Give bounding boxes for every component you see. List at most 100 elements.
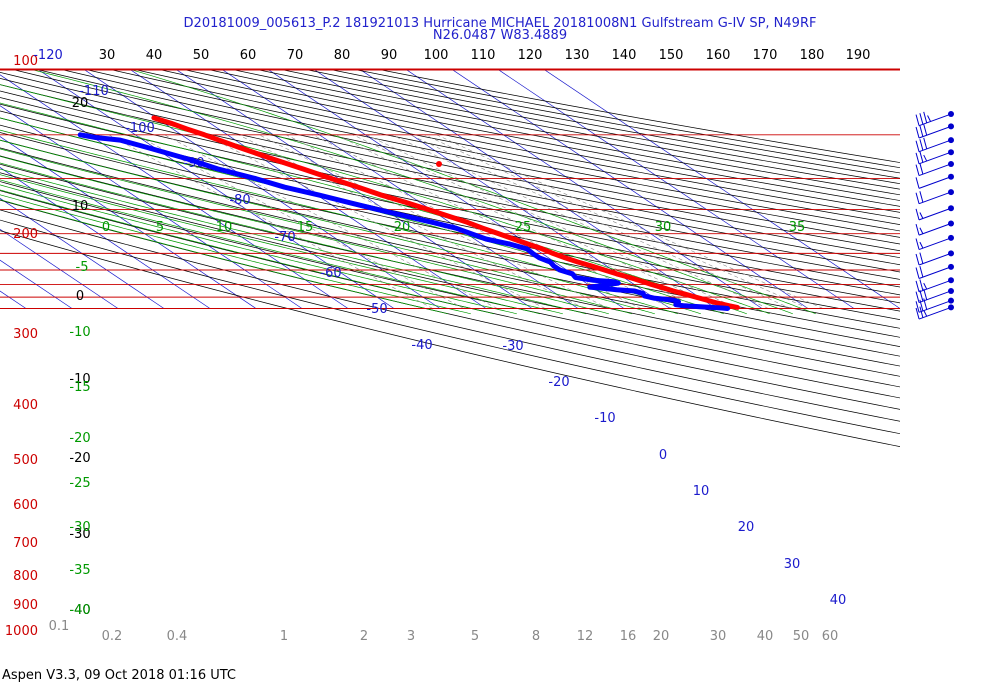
top-scale-label: 180 (800, 48, 825, 63)
isotherm-line (542, 69, 900, 309)
wind-barb (915, 173, 954, 189)
dry-adiabat-line (303, 69, 900, 179)
wind-barb-flag (919, 252, 924, 264)
wind-barb-staff (918, 125, 952, 139)
moist-adiabat-line (0, 117, 724, 315)
moist-adiabat-label: -10 (69, 325, 90, 340)
wind-barb-staff (918, 191, 952, 205)
footer-version: Aspen V3.3, 09 Oct 2018 01:16 UTC (2, 668, 236, 683)
dry-adiabat-label: -10 (69, 372, 90, 387)
mixing-ratio-label: 1 (280, 629, 288, 644)
dry-adiabat-line (59, 69, 900, 238)
moist-adiabat-label: -25 (69, 476, 90, 491)
isotherm-label: -110 (79, 84, 109, 99)
isotherm-line (0, 197, 165, 309)
wind-barb-staff (918, 139, 952, 153)
wind-barb-staff (918, 151, 952, 165)
moist-adiabat-line (0, 174, 563, 315)
dry-adiabat-line (0, 199, 900, 410)
mixing-ratio-label: 8 (532, 629, 540, 644)
moist-adiabat-label: 25 (515, 220, 532, 235)
grid-lines (0, 69, 900, 448)
wind-barb-flag (915, 177, 920, 189)
wind-barb (915, 250, 954, 266)
isotherm-line (0, 228, 119, 309)
wind-barb-flag (919, 125, 924, 137)
wind-barb-flag (923, 154, 928, 162)
wind-barb-staff (918, 163, 952, 177)
wind-barb (915, 263, 954, 279)
wind-barb-flag (923, 111, 928, 124)
dry-adiabat-line (327, 69, 900, 174)
wind-barb (915, 234, 954, 251)
moist-adiabat-label: 10 (216, 220, 233, 235)
wind-barb (915, 297, 954, 313)
wind-barb (915, 123, 954, 139)
moist-adiabat-line (0, 194, 471, 315)
pressure-label: 600 (13, 498, 38, 513)
moist-adiabat-line (0, 148, 655, 315)
wind-barb-flag (915, 238, 920, 250)
wind-barb-staff (918, 113, 952, 127)
isotherm-label: -50 (366, 302, 387, 317)
pressure-label: 400 (13, 398, 38, 413)
wind-barb-flag (915, 307, 920, 320)
isotherm-label: 40 (830, 593, 847, 608)
mixing-ratio-line (436, 134, 824, 309)
top-scale-label: 140 (612, 48, 637, 63)
wind-barb-flag (919, 241, 924, 249)
moist-adiabat-line (0, 155, 632, 315)
isotherm-line (0, 259, 73, 309)
dry-adiabat-line (156, 69, 900, 213)
dry-adiabat-label: 0 (76, 289, 84, 304)
wind-barb-flag (919, 139, 924, 151)
wind-barb-flag (919, 212, 924, 219)
chart-title-line1: D20181009_005613_P.2 181921013 Hurricane… (183, 16, 817, 31)
isotherm-line (0, 105, 303, 309)
pressure-label: 800 (13, 569, 38, 584)
dewpoint-profile (77, 132, 730, 311)
dry-adiabat-line (0, 172, 900, 377)
dry-adiabat-line (83, 69, 900, 232)
isotherm-line (0, 290, 27, 309)
wind-barb-flag (919, 113, 924, 125)
wind-barb-flag (915, 152, 920, 164)
temperature-top-point (436, 161, 442, 167)
wind-barb-staff (918, 252, 952, 266)
wind-barb-flag (915, 192, 920, 204)
moist-adiabat-label: 35 (789, 220, 806, 235)
moist-adiabat-line (0, 168, 586, 315)
moist-adiabat-label: 30 (655, 220, 672, 235)
wind-barb-flag (915, 267, 920, 279)
moist-adiabat-line (0, 179, 540, 315)
wind-barb-staff (918, 223, 952, 236)
wind-barb-flag (915, 208, 920, 221)
top-scale-label: 60 (240, 48, 257, 63)
wind-barb-flag (915, 291, 920, 303)
mixing-ratio-label: 40 (757, 629, 774, 644)
wind-barb-flag (923, 310, 928, 317)
dry-adiabat-line (0, 155, 900, 357)
dry-adiabat-label: -20 (69, 451, 90, 466)
mixing-ratio-label: 2 (360, 629, 368, 644)
wind-barb (915, 137, 954, 153)
wind-barbs (915, 111, 954, 320)
isotherm-line (0, 136, 257, 309)
moist-adiabat-line (0, 162, 609, 315)
pressure-label: 200 (13, 227, 38, 242)
wind-barb (915, 220, 954, 236)
top-scale-label: 50 (193, 48, 210, 63)
wind-barb-flag (915, 140, 920, 152)
wind-barb-flag (915, 280, 920, 293)
isotherm-label: 20 (738, 520, 755, 535)
wind-barb-flag (927, 115, 931, 122)
dry-adiabat-line (376, 69, 900, 163)
dry-adiabat-label: 10 (72, 199, 89, 214)
wind-barb-flag (919, 191, 924, 203)
wind-barb-flag (915, 224, 920, 236)
dry-adiabat-line (35, 69, 900, 245)
dry-adiabat-line (181, 69, 900, 207)
dry-adiabat-line (0, 117, 900, 312)
